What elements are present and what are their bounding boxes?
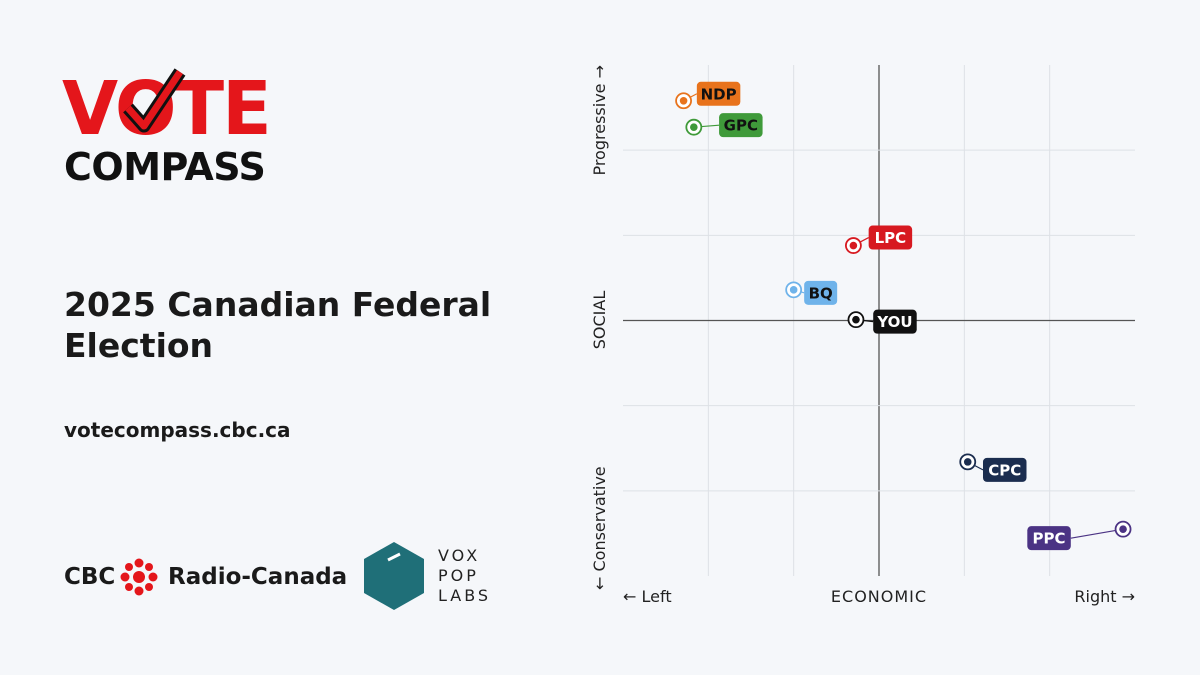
point-dot: [963, 458, 972, 466]
cbc-logo-text: CBC: [64, 564, 116, 590]
logo-check: [123, 68, 186, 133]
party-label-box: [873, 309, 917, 334]
party-label-box: [696, 81, 741, 106]
radio-canada-text: Radio-Canada: [168, 564, 348, 590]
party-label: PPC: [1033, 530, 1066, 548]
y-axis-label: SOCIAL: [590, 291, 609, 350]
x-axis-label-left: ← Left: [623, 587, 672, 606]
url: votecompass.cbc.ca: [64, 418, 291, 442]
y-axis-label-bottom: ← Conservative: [590, 466, 609, 590]
point-dot: [852, 315, 860, 324]
party-point: CPC: [959, 453, 1027, 482]
party-label: CPC: [988, 461, 1021, 479]
cbc-gem: [120, 558, 158, 596]
title: 2025 Canadian Federal Election: [64, 285, 492, 366]
vox-line: POP: [438, 566, 479, 585]
party-label: NDP: [701, 85, 737, 103]
party-label-box: [982, 457, 1027, 482]
party-label: YOU: [876, 313, 912, 331]
party-label: LPC: [875, 229, 907, 247]
party-label-box: [804, 280, 838, 305]
party-label: GPC: [724, 117, 758, 135]
x-axis-label-right: Right →: [1074, 587, 1135, 606]
party-label-box: [1027, 526, 1071, 551]
connector: [1070, 528, 1124, 539]
vox-line: VOX: [438, 546, 481, 565]
point-dot: [679, 96, 688, 105]
party-label-box: [719, 113, 763, 138]
point-dot: [690, 123, 698, 131]
vox-pop-labs-text: VOX POP LABS: [438, 546, 491, 606]
party-point: PPC: [1027, 520, 1132, 551]
y-axis-label-top: Progressive →: [590, 65, 609, 176]
party-point: GPC: [685, 113, 763, 138]
party-point: BQ: [785, 280, 838, 305]
point-dot: [1119, 525, 1127, 533]
x-axis-label: ECONOMIC: [831, 587, 927, 606]
party-point: LPC: [845, 225, 913, 254]
vox-pop-logo: [364, 542, 424, 610]
party-point: YOU: [847, 309, 917, 334]
logo-compass: COMPASS: [64, 145, 266, 189]
vox-line: LABS: [438, 586, 492, 605]
party-point: NDP: [675, 81, 741, 110]
party-label: BQ: [809, 284, 833, 302]
point-dot: [849, 241, 858, 250]
party-label-box: [868, 225, 913, 250]
point-dot: [789, 286, 798, 294]
